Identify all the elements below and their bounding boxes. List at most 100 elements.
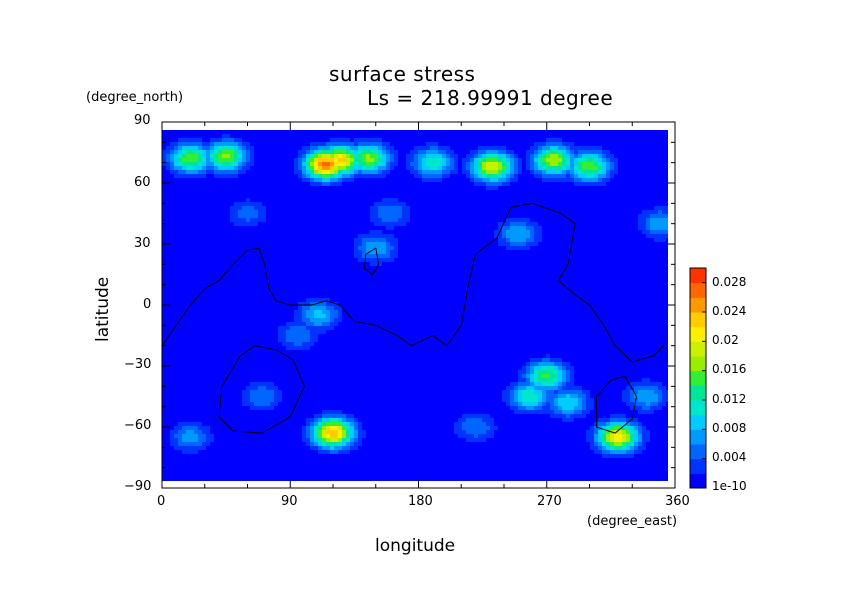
- heatmap-cell: [554, 250, 558, 254]
- heatmap-cell: [358, 206, 362, 210]
- heatmap-cell: [178, 226, 182, 230]
- heatmap-cell: [610, 134, 614, 138]
- heatmap-cell: [490, 194, 494, 198]
- heatmap-cell: [290, 286, 294, 290]
- heatmap-cell: [642, 230, 646, 234]
- heatmap-cell: [462, 238, 466, 242]
- heatmap-cell: [494, 242, 498, 246]
- heatmap-cell: [170, 194, 174, 198]
- heatmap-cell: [206, 134, 210, 138]
- heatmap-cell: [210, 190, 214, 194]
- heatmap-cell: [546, 174, 550, 178]
- heatmap-cell: [246, 222, 250, 226]
- heatmap-cell: [306, 286, 310, 290]
- heatmap-cell: [422, 162, 426, 166]
- heatmap-cell: [358, 282, 362, 286]
- heatmap-cell: [646, 262, 650, 266]
- heatmap-cell: [306, 190, 310, 194]
- heatmap-cell: [318, 142, 322, 146]
- heatmap-cell: [306, 230, 310, 234]
- heatmap-cell: [402, 198, 406, 202]
- heatmap-cell: [582, 274, 586, 278]
- heatmap-cell: [486, 150, 490, 154]
- heatmap-cell: [302, 218, 306, 222]
- heatmap-cell: [570, 246, 574, 250]
- heatmap-cell: [378, 266, 382, 270]
- heatmap-cell: [466, 158, 470, 162]
- heatmap-cell: [606, 134, 610, 138]
- heatmap-cell: [490, 222, 494, 226]
- heatmap-cell: [286, 206, 290, 210]
- heatmap-cell: [534, 130, 538, 134]
- heatmap-cell: [522, 158, 526, 162]
- heatmap-cell: [166, 226, 170, 230]
- heatmap-cell: [566, 166, 570, 170]
- heatmap-cell: [242, 206, 246, 210]
- heatmap-cell: [426, 194, 430, 198]
- heatmap-cell: [622, 270, 626, 274]
- heatmap-cell: [646, 218, 650, 222]
- heatmap-cell: [310, 182, 314, 186]
- heatmap-cell: [306, 222, 310, 226]
- heatmap-cell: [370, 222, 374, 226]
- heatmap-cell: [578, 218, 582, 222]
- heatmap-cell: [294, 150, 298, 154]
- heatmap-cell: [306, 242, 310, 246]
- heatmap-cell: [478, 182, 482, 186]
- heatmap-cell: [550, 202, 554, 206]
- heatmap-cell: [630, 266, 634, 270]
- heatmap-cell: [210, 238, 214, 242]
- heatmap-cell: [174, 226, 178, 230]
- heatmap-cell: [542, 246, 546, 250]
- heatmap-cell: [570, 214, 574, 218]
- heatmap-cell: [262, 218, 266, 222]
- heatmap-cell: [266, 134, 270, 138]
- heatmap-cell: [494, 154, 498, 158]
- heatmap-cell: [434, 158, 438, 162]
- heatmap-cell: [246, 142, 250, 146]
- heatmap-cell: [654, 262, 658, 266]
- heatmap-cell: [270, 190, 274, 194]
- heatmap-cell: [502, 186, 506, 190]
- heatmap-cell: [466, 258, 470, 262]
- heatmap-cell: [326, 234, 330, 238]
- heatmap-cell: [186, 202, 190, 206]
- heatmap-cell: [654, 258, 658, 262]
- heatmap-cell: [326, 282, 330, 286]
- heatmap-cell: [534, 174, 538, 178]
- heatmap-cell: [314, 226, 318, 230]
- heatmap-cell: [334, 206, 338, 210]
- heatmap-cell: [358, 234, 362, 238]
- heatmap-cell: [282, 286, 286, 290]
- heatmap-cell: [218, 258, 222, 262]
- heatmap-cell: [330, 154, 334, 158]
- heatmap-cell: [442, 138, 446, 142]
- heatmap-cell: [182, 142, 186, 146]
- heatmap-cell: [614, 130, 618, 134]
- heatmap-cell: [334, 250, 338, 254]
- heatmap-cell: [342, 146, 346, 150]
- heatmap-cell: [290, 182, 294, 186]
- heatmap-cell: [566, 258, 570, 262]
- heatmap-cell: [566, 250, 570, 254]
- heatmap-cell: [286, 198, 290, 202]
- heatmap-cell: [274, 270, 278, 274]
- heatmap-cell: [650, 242, 654, 246]
- heatmap-cell: [226, 254, 230, 258]
- heatmap-cell: [522, 194, 526, 198]
- heatmap-cell: [266, 214, 270, 218]
- heatmap-cell: [638, 234, 642, 238]
- heatmap-cell: [326, 206, 330, 210]
- heatmap-cell: [406, 266, 410, 270]
- heatmap-cell: [394, 210, 398, 214]
- heatmap-cell: [218, 222, 222, 226]
- heatmap-cell: [402, 214, 406, 218]
- heatmap-cell: [450, 138, 454, 142]
- heatmap-cell: [626, 178, 630, 182]
- heatmap-cell: [326, 170, 330, 174]
- heatmap-cell: [218, 250, 222, 254]
- heatmap-cell: [414, 166, 418, 170]
- heatmap-cell: [290, 130, 294, 134]
- heatmap-cell: [274, 238, 278, 242]
- heatmap-cell: [594, 170, 598, 174]
